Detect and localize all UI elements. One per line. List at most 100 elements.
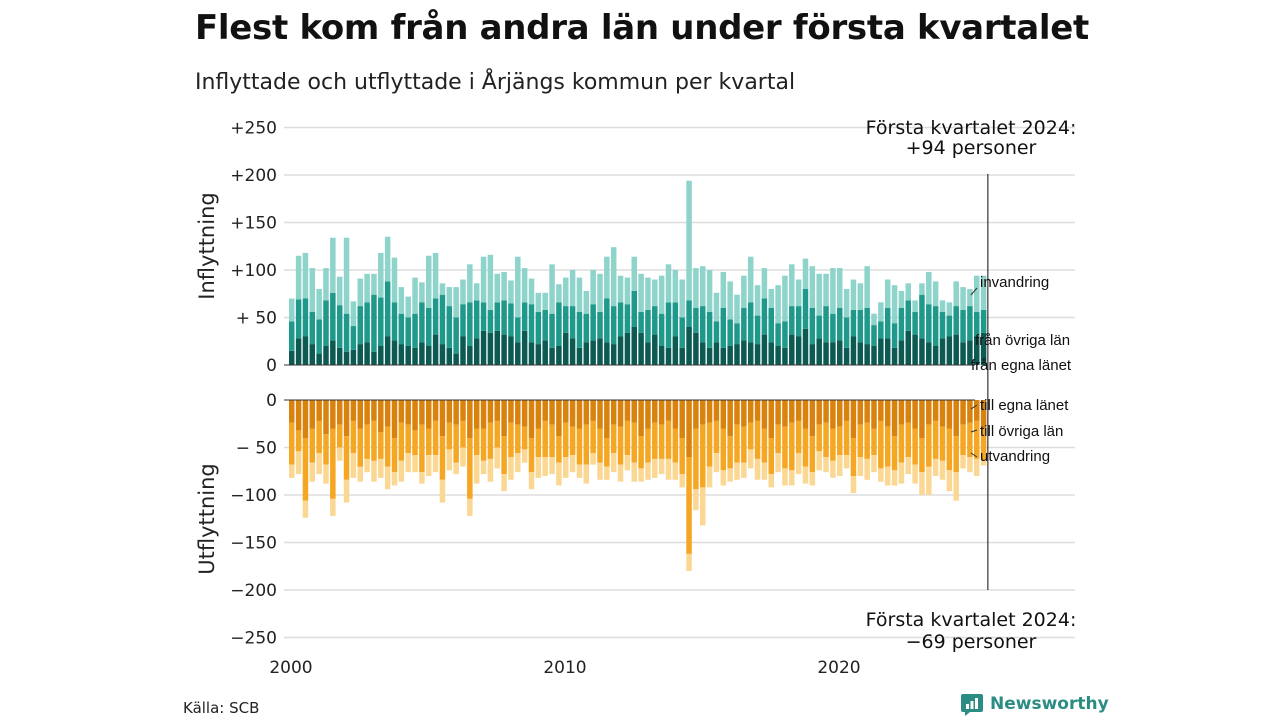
bar-segment-outflow — [295, 400, 302, 431]
bar-segment-outflow — [809, 472, 816, 486]
bar-segment-outflow — [617, 464, 624, 482]
bar-segment-outflow — [638, 436, 644, 469]
bar-segment-outflow — [583, 464, 590, 484]
bar-segment-outflow — [563, 422, 569, 457]
bar-segment-outflow — [467, 438, 473, 499]
bar-segment-inflow — [617, 275, 624, 303]
bar-segment-outflow — [638, 400, 644, 437]
bar-segment-inflow — [946, 302, 953, 316]
bar-segment-outflow — [782, 468, 788, 486]
bar-segment-inflow — [741, 275, 747, 308]
bar-segment-outflow — [501, 474, 507, 492]
bar-segment-outflow — [789, 470, 795, 486]
bar-segment-inflow — [850, 279, 857, 310]
annotation-bottom-line1: Första kvartalet 2024: — [866, 609, 1077, 631]
bar-segment-outflow — [617, 400, 624, 427]
bar-segment-outflow — [802, 428, 809, 467]
bar-segment-outflow — [412, 430, 418, 456]
bar-segment-inflow — [309, 268, 316, 312]
bar-segment-outflow — [535, 400, 542, 429]
bar-segment-outflow — [795, 400, 802, 421]
bar-segment-inflow — [501, 300, 507, 335]
bar-segment-outflow — [864, 400, 870, 423]
bar-segment-inflow — [638, 311, 644, 333]
bar-segment-outflow — [515, 400, 521, 425]
bar-segment-outflow — [542, 420, 548, 457]
bar-segment-inflow — [747, 256, 754, 303]
bar-segment-outflow — [289, 400, 295, 423]
bar-segment-inflow — [747, 302, 754, 343]
bar-segment-inflow — [980, 275, 987, 310]
bar-segment-outflow — [357, 428, 363, 467]
bar-segment-inflow — [823, 273, 829, 307]
bar-segment-outflow — [295, 451, 302, 475]
bar-segment-outflow — [542, 457, 548, 476]
bar-segment-inflow — [330, 340, 336, 365]
bar-segment-outflow — [384, 426, 391, 467]
bar-segment-outflow — [658, 458, 665, 475]
bar-segment-inflow — [727, 319, 733, 346]
bar-segment-outflow — [953, 436, 959, 473]
bar-segment-outflow — [939, 460, 946, 480]
bar-segment-inflow — [549, 347, 555, 365]
bar-segment-inflow — [576, 277, 583, 312]
bar-segment-outflow — [720, 428, 727, 471]
bar-segment-inflow — [446, 287, 453, 307]
bar-segment-inflow — [460, 304, 466, 337]
bar-segment-inflow — [720, 308, 727, 348]
bar-segment-inflow — [419, 342, 425, 365]
bar-segment-outflow — [926, 400, 932, 425]
bar-segment-outflow — [679, 474, 685, 488]
bar-segment-outflow — [850, 438, 857, 476]
bar-segment-outflow — [638, 468, 644, 482]
bar-segment-outflow — [768, 474, 774, 488]
bar-segment-outflow — [871, 400, 877, 429]
bar-segment-outflow — [720, 400, 727, 429]
bar-segment-outflow — [932, 458, 939, 476]
bar-segment-inflow — [432, 334, 439, 365]
bar-segment-inflow — [905, 330, 911, 365]
bar-segment-outflow — [795, 453, 802, 475]
bar-segment-outflow — [336, 447, 343, 461]
bar-segment-inflow — [343, 313, 350, 352]
bar-segment-outflow — [809, 400, 816, 437]
bar-segment-inflow — [364, 342, 370, 365]
bar-segment-outflow — [672, 428, 679, 463]
bar-segment-inflow — [549, 264, 555, 314]
bar-segment-inflow — [398, 287, 405, 314]
bar-segment-outflow — [823, 422, 829, 457]
bar-segment-outflow — [494, 420, 500, 448]
bar-segment-outflow — [419, 472, 425, 484]
bar-segment-inflow — [768, 308, 774, 343]
bar-segment-inflow — [761, 298, 768, 335]
bar-segment-outflow — [857, 400, 864, 425]
bar-segment-outflow — [761, 462, 768, 480]
bar-segment-outflow — [398, 400, 405, 423]
bar-segment-inflow — [898, 308, 905, 341]
bar-segment-outflow — [460, 420, 466, 448]
bar-segment-inflow — [960, 309, 966, 343]
bar-segment-inflow — [583, 290, 590, 314]
bar-segment-inflow — [371, 294, 377, 352]
bar-segment-inflow — [343, 351, 350, 365]
bar-segment-outflow — [884, 426, 891, 467]
bar-segment-inflow — [823, 306, 829, 343]
bar-segment-inflow — [974, 311, 980, 337]
bar-segment-inflow — [816, 338, 822, 365]
bar-segment-inflow — [610, 306, 617, 345]
bar-segment-inflow — [583, 313, 590, 343]
bar-segment-inflow — [658, 313, 665, 346]
bar-segment-inflow — [343, 237, 350, 314]
bar-segment-inflow — [693, 268, 699, 308]
bar-segment-inflow — [679, 317, 685, 348]
bar-segment-inflow — [768, 289, 774, 308]
bar-segment-outflow — [302, 400, 309, 438]
bar-segment-inflow — [932, 281, 939, 307]
bar-segment-inflow — [672, 270, 679, 303]
bar-segment-inflow — [569, 270, 576, 307]
bar-segment-outflow — [686, 400, 692, 457]
bar-segment-inflow — [295, 299, 302, 339]
bar-segment-outflow — [309, 428, 316, 463]
bar-segment-outflow — [816, 400, 822, 425]
bar-segment-inflow — [357, 278, 363, 307]
